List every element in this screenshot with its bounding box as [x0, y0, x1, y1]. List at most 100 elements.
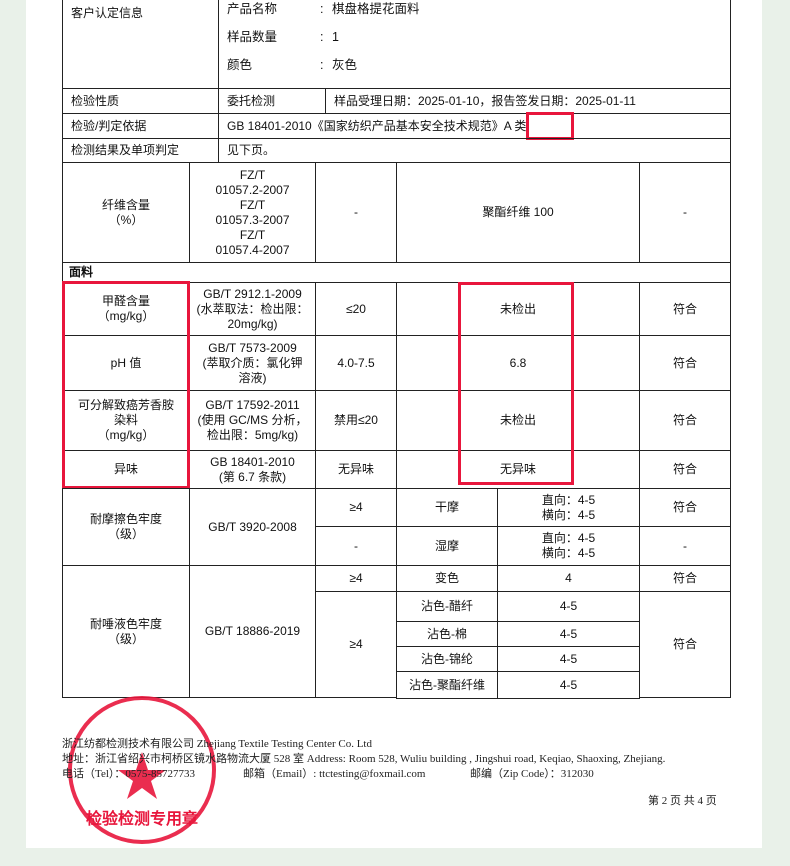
method-line: 01057.3-2007 — [215, 212, 290, 227]
result-line: 直向：4-5 — [541, 531, 596, 545]
method-line: GB/T 2912.1-2009 — [203, 286, 302, 301]
field-colon: : — [320, 58, 324, 72]
row-method: GB 18401-2010 (第 6.7 条款) — [189, 450, 316, 489]
row-judgement: 符合 — [639, 282, 731, 336]
inspection-dates: 样品受理日期：2025-01-10，报告签发日期：2025-01-11 — [325, 88, 731, 114]
field-colon: : — [320, 30, 324, 44]
row-method: GB/T 17592-2011 (使用 GC/MS 分析， 检出限：5mg/kg) — [189, 390, 316, 451]
rubbing-method: GB/T 3920-2008 — [189, 488, 316, 566]
footer-address: 地址：浙江省绍兴市柯桥区镜水路物流大厦 528 室 Address: Room … — [62, 753, 666, 765]
fiber-judgement: - — [639, 162, 731, 263]
wet-result: 直向：4-5 横向：4-5 — [497, 526, 640, 566]
results-note-label: 检测结果及单项判定 — [62, 138, 219, 163]
row-requirement: ≤20 — [315, 282, 397, 336]
field-colon: : — [320, 2, 324, 16]
row-item: 异味 — [62, 450, 190, 489]
client-info-label: 客户认定信息 — [71, 6, 144, 20]
field-value: 1 — [332, 30, 339, 44]
basis-label: 检验/判定依据 — [62, 113, 219, 139]
item-line: （级） — [107, 527, 144, 541]
saliva-method: GB/T 18886-2019 — [189, 565, 316, 698]
field-label: 产品名称 — [227, 2, 278, 16]
row-result: 无异味 — [396, 450, 640, 489]
fiber-method: FZ/T 01057.2-2007 FZ/T 01057.3-2007 FZ/T 0105… — [189, 162, 316, 263]
item-line: 染料 — [113, 413, 138, 427]
dry-result: 直向：4-5 横向：4-5 — [497, 488, 640, 527]
item-line: 纤维含量 — [101, 197, 150, 212]
row-judgement: 符合 — [639, 390, 731, 451]
dry-type: 干摩 — [396, 488, 498, 527]
page-number: 第 2 页 共 4 页 — [648, 795, 717, 807]
field-label: 样品数量 — [227, 30, 278, 44]
inspection-nature-value: 委托检测 — [218, 88, 326, 114]
fiber-requirement: - — [315, 162, 397, 263]
method-line: 检出限：5mg/kg) — [206, 428, 299, 442]
method-line: GB 18401-2010 — [210, 454, 295, 469]
footer-zip: 邮编（Zip Code）：312030 — [470, 768, 594, 780]
staining-result: 4-5 — [497, 621, 640, 647]
method-line: FZ/T — [239, 227, 266, 242]
staining-judgement: 符合 — [639, 591, 731, 698]
footer-company: 浙江纺都检测技术有限公司 Zhejiang Textile Testing Ce… — [62, 738, 372, 750]
item-line: 耐唾液色牢度 — [89, 616, 162, 631]
method-line: 01057.2-2007 — [215, 182, 290, 197]
section-label: 面料 — [69, 265, 94, 279]
item-line: 异味 — [113, 462, 138, 476]
dry-judgement: 符合 — [639, 488, 731, 527]
staining-result: 4-5 — [497, 671, 640, 699]
star-icon — [118, 752, 166, 799]
rubbing-item: 耐摩擦色牢度 （级） — [62, 488, 190, 566]
method-line: GB/T 7573-2009 — [208, 340, 297, 355]
staining-type: 沾色-聚酯纤维 — [396, 671, 498, 699]
method-line: (萃取介质：氯化钾 — [202, 355, 303, 370]
row-judgement: 符合 — [639, 450, 731, 489]
row-result: 未检出 — [396, 282, 640, 336]
item-line: （mg/kg） — [97, 309, 155, 323]
method-line: 20mg/kg) — [227, 316, 278, 331]
method-line: 溶液) — [238, 370, 267, 385]
method-line: 01057.4-2007 — [215, 242, 290, 257]
field-value: 棋盘格提花面料 — [332, 2, 420, 16]
row-requirement: 无异味 — [315, 450, 397, 489]
row-result: 6.8 — [396, 335, 640, 391]
row-method: GB/T 2912.1-2009 (水萃取法：检出限： 20mg/kg) — [189, 282, 316, 336]
row-judgement: 符合 — [639, 335, 731, 391]
client-info-label-cell: 客户认定信息 — [62, 0, 219, 89]
item-line: 甲醛含量 — [101, 294, 150, 308]
fiber-result: 聚酯纤维 100 — [396, 162, 640, 263]
method-line: FZ/T — [239, 167, 266, 182]
staining-type: 沾色-锦纶 — [396, 646, 498, 672]
result-line: 横向：4-5 — [541, 507, 596, 522]
change-requirement: ≥4 — [315, 565, 397, 592]
row-item: 甲醛含量 （mg/kg） — [62, 282, 190, 336]
footer-tel: 电话（Tel）：0575-85727733 — [62, 768, 196, 780]
client-info-cell — [218, 0, 731, 89]
results-note-value: 见下页。 — [218, 138, 731, 163]
item-line: （%） — [108, 212, 144, 227]
row-result: 未检出 — [396, 390, 640, 451]
section-label-fabric: 面料 — [62, 262, 731, 283]
method-line: FZ/T — [239, 197, 266, 212]
wet-type: 湿摩 — [396, 526, 498, 566]
item-line: 耐摩擦色牢度 — [89, 512, 162, 526]
row-item: pH 值 — [62, 335, 190, 391]
item-line: （级） — [107, 631, 144, 646]
field-value: 灰色 — [332, 58, 358, 72]
basis-value: GB 18401-2010《国家纺织产品基本安全技术规范》A 类 — [218, 113, 731, 139]
item-line: 可分解致癌芳香胺 — [77, 398, 174, 412]
method-line: (使用 GC/MS 分析， — [197, 413, 308, 427]
field-label: 颜色 — [227, 58, 253, 72]
staining-result: 4-5 — [497, 646, 640, 672]
staining-type: 沾色-醋纤 — [396, 591, 498, 622]
item-line: （mg/kg） — [97, 428, 155, 442]
result-line: 直向：4-5 — [541, 492, 596, 507]
result-line: 横向：4-5 — [541, 546, 596, 560]
method-line: (水萃取法：检出限： — [196, 301, 309, 316]
inspection-nature-label: 检验性质 — [62, 88, 219, 114]
saliva-item: 耐唾液色牢度 （级） — [62, 565, 190, 698]
wet-requirement: - — [315, 526, 397, 566]
change-judgement: 符合 — [639, 565, 731, 592]
company-seal: 检验检测专用章 — [68, 696, 216, 844]
staining-type: 沾色-棉 — [396, 621, 498, 647]
dry-requirement: ≥4 — [315, 488, 397, 527]
